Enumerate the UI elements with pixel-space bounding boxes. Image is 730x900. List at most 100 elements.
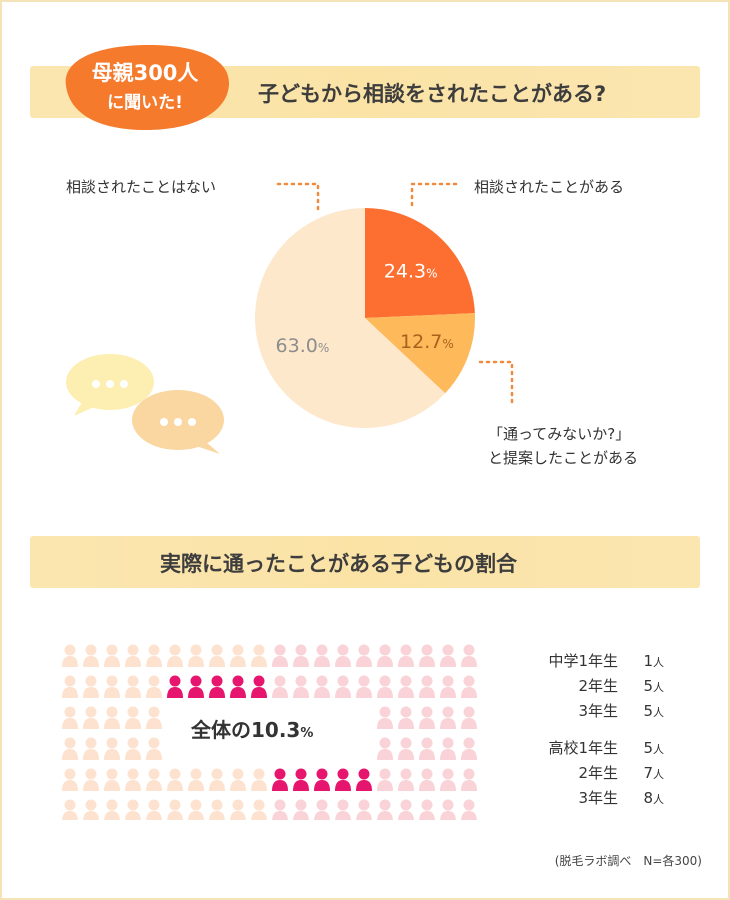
person-icon [377,799,393,820]
person-icon [398,675,414,698]
person-icon [62,644,78,667]
grade-label: 3年生 [578,702,618,720]
person-icon [104,799,120,820]
slice-suggested [365,313,475,394]
speech-bubbles-icon [66,354,224,454]
person-icon [62,799,78,820]
person-icon [461,737,477,760]
person-icon [125,768,141,791]
person-icon [272,675,288,698]
person-icon [62,675,78,698]
person-icon [461,675,477,698]
badge-line1: 母親300人 [92,61,199,85]
person-icon [62,737,78,760]
person-icon [251,675,267,698]
grade-row: 高校1年生 5人 [534,737,664,758]
person-icon [251,644,267,667]
total-unit: % [300,726,314,741]
person-icon [419,768,435,791]
slice-value-label: 12.7% [400,331,454,353]
person-icon [314,768,330,791]
person-icon [293,768,309,791]
person-icon [314,675,330,698]
pie-chart: 24.3% 12.7% 63.0% [254,182,514,428]
grade-row: 中学1年生 1人 [534,650,664,671]
label-not-consulted: 相談されたことはない [66,178,217,196]
person-icon [293,644,309,667]
people-grid [62,644,477,820]
person-icon [83,799,99,820]
person-icon [314,799,330,820]
grade-count: 1人 [643,652,664,670]
person-icon [398,768,414,791]
person-icon [104,737,120,760]
person-icon [377,768,393,791]
person-icon [83,737,99,760]
person-icon [440,675,456,698]
person-icon [398,737,414,760]
person-icon [62,706,78,729]
person-icon [356,768,372,791]
person-icon [419,706,435,729]
person-icon [83,768,99,791]
person-icon [356,644,372,667]
grade-row: 3年生 8人 [534,787,664,808]
total-label-backdrop [170,706,370,752]
person-icon [440,644,456,667]
person-icon [104,706,120,729]
person-icon [314,644,330,667]
person-icon [419,799,435,820]
person-icon [440,706,456,729]
person-icon [398,706,414,729]
person-icon [461,706,477,729]
slice-consulted [365,208,475,318]
person-icon [209,675,225,698]
grade-count: 5人 [643,702,664,720]
person-icon [125,737,141,760]
person-icon [377,675,393,698]
person-icon [398,799,414,820]
label-consulted: 相談されたことがある [474,178,625,196]
person-icon [335,644,351,667]
grade-row: 3年生 5人 [534,700,664,721]
person-icon [335,768,351,791]
person-icon [230,675,246,698]
person-icon [167,644,183,667]
slice-value-label: 24.3% [384,260,438,282]
survey-badge: 母親300人 に聞いた! [65,44,230,130]
person-icon [188,799,204,820]
section2-title: 実際に通ったことがある子どもの割合 [160,552,517,576]
person-icon [62,768,78,791]
person-icon [209,768,225,791]
person-icon [377,706,393,729]
grade-label: 中学1年生 [548,652,618,670]
person-icon [125,675,141,698]
person-icon [230,799,246,820]
badge-blob [65,44,230,130]
person-icon [188,768,204,791]
person-icon [461,768,477,791]
person-icon [146,799,162,820]
person-icon [293,799,309,820]
person-icon [461,799,477,820]
label-suggested-line1: 「通ってみないか?」 [488,425,631,443]
person-icon [167,675,183,698]
person-icon [419,737,435,760]
person-icon [104,675,120,698]
person-icon [272,644,288,667]
person-icon [440,768,456,791]
leader-suggest [478,360,514,404]
person-icon [251,768,267,791]
person-icon [440,799,456,820]
person-icon [125,706,141,729]
person-icon [188,644,204,667]
person-icon [188,675,204,698]
person-icon [272,768,288,791]
person-icon [356,799,372,820]
total-text: 全体の10.3 [191,718,301,742]
person-icon [146,768,162,791]
person-icon [419,675,435,698]
person-icon [146,675,162,698]
grade-count: 5人 [643,677,664,695]
grade-label: 2年生 [578,764,618,782]
